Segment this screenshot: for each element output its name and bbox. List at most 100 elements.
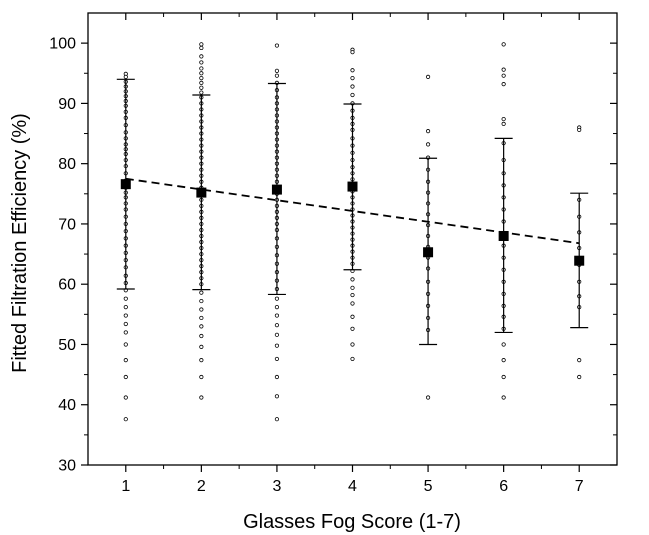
raw-data-point [123, 74, 128, 79]
raw-data-point [199, 298, 204, 304]
x-tick-label: 2 [197, 478, 206, 495]
raw-data-point [274, 332, 280, 337]
raw-data-point [199, 344, 204, 349]
raw-data-point [350, 50, 355, 55]
y-tick-label: 70 [58, 216, 76, 233]
raw-data-point [350, 92, 355, 98]
raw-data-point [199, 60, 204, 65]
raw-data-point [123, 342, 128, 347]
mean-marker [196, 187, 207, 198]
raw-data-point [123, 305, 128, 310]
raw-data-point [501, 67, 506, 72]
raw-data-point [350, 342, 355, 347]
raw-data-point [350, 277, 355, 282]
raw-data-point [577, 358, 582, 363]
raw-data-point [274, 305, 280, 310]
y-tick-label: 100 [49, 36, 76, 53]
raw-data-point [501, 116, 506, 122]
y-tick-label: 80 [58, 156, 76, 173]
raw-data-point [199, 90, 204, 95]
raw-data-point [199, 75, 204, 81]
raw-data-point [501, 121, 506, 126]
raw-data-point [501, 82, 506, 87]
y-tick-label: 90 [58, 96, 76, 113]
raw-data-point [350, 314, 355, 319]
y-axis-title: Fitted Filtration Efficiency (%) [9, 113, 31, 373]
raw-data-point [274, 343, 280, 348]
raw-data-point [123, 330, 128, 335]
raw-data-point [274, 68, 280, 73]
raw-data-point [123, 313, 128, 318]
raw-data-point [577, 127, 582, 133]
raw-data-point [123, 321, 128, 327]
raw-data-point [199, 358, 204, 363]
raw-data-point [123, 296, 128, 301]
raw-data-point [501, 358, 506, 363]
mean-marker [271, 184, 282, 195]
raw-data-point [501, 374, 506, 380]
raw-data-point [350, 301, 355, 306]
x-tick-label: 7 [575, 478, 584, 495]
raw-data-point [199, 395, 204, 400]
raw-data-point [274, 417, 280, 422]
raw-data-point [199, 80, 204, 86]
raw-data-point [274, 356, 280, 362]
raw-data-point [274, 374, 280, 380]
raw-data-point [199, 66, 204, 71]
raw-data-point [425, 395, 431, 400]
raw-data-point [199, 42, 204, 47]
mean-marker [347, 181, 358, 192]
mean-marker [423, 247, 434, 258]
raw-data-point [274, 394, 280, 399]
raw-data-point [350, 285, 355, 290]
y-tick-label: 30 [58, 458, 76, 475]
raw-data-point [199, 307, 204, 312]
raw-data-point [199, 45, 204, 51]
raw-data-point [350, 356, 355, 362]
y-tick-label: 50 [58, 337, 76, 354]
raw-data-point [350, 326, 355, 331]
raw-data-point [199, 54, 204, 59]
y-tick-label: 60 [58, 277, 76, 294]
raw-data-point [199, 315, 204, 321]
x-tick-label: 4 [348, 478, 357, 495]
raw-data-point [274, 296, 280, 301]
y-axis-ticks: 30 40 50 60 70 80 90 100 [49, 36, 617, 475]
x-tick-label: 1 [121, 478, 130, 495]
x-axis-title: Glasses Fog Score (1-7) [243, 511, 461, 533]
raw-data-point [199, 290, 204, 295]
raw-data-point [199, 71, 204, 76]
raw-data-point [425, 74, 431, 79]
raw-data-point [501, 395, 506, 400]
raw-data-point [350, 84, 355, 89]
raw-data-point [425, 129, 431, 134]
raw-data-point [199, 333, 204, 339]
raw-data-point [199, 324, 204, 329]
raw-data-point [199, 85, 204, 90]
raw-data-point [501, 73, 506, 78]
raw-data-point [350, 292, 355, 298]
mean-marker [120, 179, 131, 190]
mean-marker [498, 230, 509, 241]
raw-data-point [501, 342, 506, 347]
raw-data-point [123, 395, 128, 400]
x-tick-label: 6 [499, 478, 508, 495]
x-tick-label: 3 [272, 478, 281, 495]
x-axis-ticks: 1 2 3 4 5 6 7 [121, 13, 584, 495]
raw-data-point [123, 417, 128, 422]
raw-data-point [577, 374, 582, 380]
raw-data-point [274, 313, 280, 318]
raw-data-point [425, 142, 431, 147]
y-tick-label: 40 [58, 397, 76, 414]
raw-data-point [274, 73, 280, 78]
raw-data-point [199, 374, 204, 380]
raw-data-point [274, 323, 280, 328]
raw-data-point [123, 358, 128, 363]
raw-data-point [501, 42, 506, 47]
raw-data-point [350, 68, 355, 73]
raw-data-point [350, 75, 355, 81]
mean-markers [120, 179, 585, 266]
raw-data-point [274, 43, 280, 48]
mean-marker [574, 255, 585, 266]
